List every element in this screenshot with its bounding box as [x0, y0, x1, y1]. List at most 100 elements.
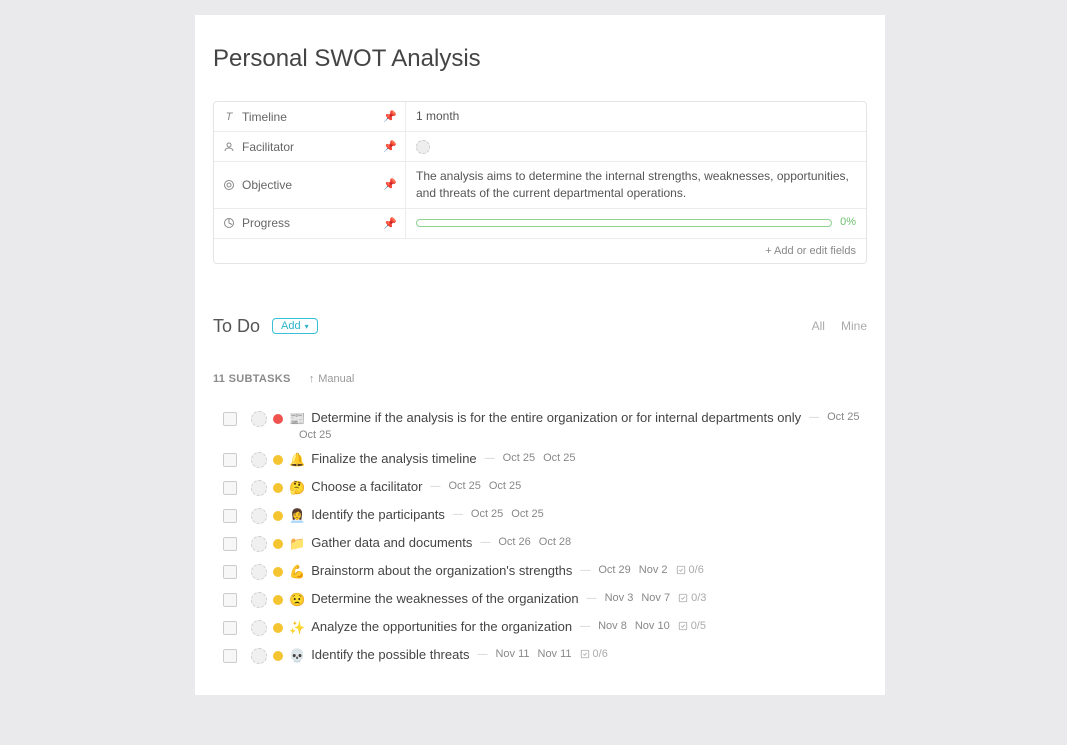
- task-end-date[interactable]: Nov 2: [639, 564, 668, 576]
- task-end-date[interactable]: Oct 28: [539, 536, 571, 548]
- task-checkbox[interactable]: [223, 621, 237, 635]
- chevron-down-icon: ▾: [305, 322, 309, 331]
- task-end-date[interactable]: Oct 25: [543, 452, 575, 464]
- task-start-date[interactable]: Oct 29: [598, 564, 630, 576]
- priority-dot[interactable]: [273, 483, 283, 493]
- field-value[interactable]: [406, 132, 866, 161]
- pin-icon[interactable]: 📌: [383, 178, 397, 191]
- task-checkbox[interactable]: [223, 509, 237, 523]
- assignee-avatar[interactable]: [251, 648, 267, 664]
- task-body: Analyze the opportunities for the organi…: [311, 619, 867, 634]
- sort-button[interactable]: ↑ Manual: [309, 373, 355, 385]
- task-row[interactable]: 🔔Finalize the analysis timeline—Oct 25Oc…: [213, 446, 867, 474]
- assignee-avatar[interactable]: [251, 564, 267, 580]
- task-title[interactable]: Identify the possible threats: [311, 647, 469, 662]
- priority-dot[interactable]: [273, 511, 283, 521]
- priority-dot[interactable]: [273, 595, 283, 605]
- field-label: Progress 📌: [214, 209, 406, 238]
- task-row[interactable]: 💀 Identify the possible threats — Nov 11 Nov…: [213, 642, 867, 670]
- task-body: Finalize the analysis timeline — Oct 25 Oct…: [311, 451, 867, 466]
- priority-dot[interactable]: [273, 651, 283, 661]
- priority-dot[interactable]: [273, 414, 283, 424]
- assignee-avatar[interactable]: [251, 620, 267, 636]
- subtask-count[interactable]: 0/6: [676, 564, 704, 576]
- task-start-date[interactable]: Nov 11: [495, 648, 529, 660]
- assignee-avatar[interactable]: [251, 536, 267, 552]
- task-checkbox[interactable]: [223, 453, 237, 467]
- task-title[interactable]: Analyze the opportunities for the organi…: [311, 619, 572, 634]
- filter-all[interactable]: All: [812, 319, 825, 333]
- pin-icon[interactable]: 📌: [383, 217, 397, 230]
- subtask-count[interactable]: 0/6: [580, 648, 608, 660]
- task-start-date[interactable]: Nov 8: [598, 620, 627, 632]
- separator: —: [485, 453, 495, 464]
- task-body: Determine if the analysis is for the ent…: [311, 410, 867, 425]
- task-checkbox[interactable]: [223, 412, 237, 426]
- task-start-date[interactable]: Oct 25: [827, 411, 859, 423]
- subtask-count[interactable]: 0/3: [678, 592, 706, 604]
- task-checkbox[interactable]: [223, 537, 237, 551]
- task-row[interactable]: 😟Determine the weaknesses of the organiz…: [213, 586, 867, 614]
- task-title[interactable]: Determine if the analysis is for the ent…: [311, 410, 801, 425]
- task-end-date[interactable]: Nov 10: [635, 620, 670, 632]
- progress-bar[interactable]: [416, 219, 832, 227]
- priority-dot[interactable]: [273, 539, 283, 549]
- task-checkbox[interactable]: [223, 593, 237, 607]
- field-label-text: Timeline: [242, 110, 287, 124]
- task-row[interactable]: ✨Analyze the opportunities for the organ…: [213, 614, 867, 642]
- add-edit-fields-link[interactable]: + Add or edit fields: [765, 245, 856, 257]
- task-end-date[interactable]: Oct 25: [299, 429, 331, 441]
- task-title[interactable]: Choose a facilitator: [311, 479, 422, 494]
- task-row[interactable]: 💪Brainstorm about the organization's str…: [213, 558, 867, 586]
- priority-dot[interactable]: [273, 623, 283, 633]
- task-end-date[interactable]: Nov 7: [641, 592, 670, 604]
- separator: —: [477, 649, 487, 660]
- field-value[interactable]: 1 month: [406, 102, 866, 131]
- separator: —: [453, 509, 463, 520]
- assignee-avatar[interactable]: [251, 480, 267, 496]
- task-start-date[interactable]: Oct 25: [503, 452, 535, 464]
- task-checkbox[interactable]: [223, 649, 237, 663]
- task-end-date[interactable]: Nov 11: [538, 648, 572, 660]
- task-end-date[interactable]: Oct 25: [511, 508, 543, 520]
- separator: —: [580, 565, 590, 576]
- task-emoji-icon: 💀: [289, 647, 305, 665]
- task-title[interactable]: Finalize the analysis timeline: [311, 451, 476, 466]
- task-title[interactable]: Determine the weaknesses of the organiza…: [311, 591, 578, 606]
- assignee-avatar[interactable]: [251, 508, 267, 524]
- task-start-date[interactable]: Nov 3: [605, 592, 634, 604]
- subtask-count[interactable]: 0/5: [678, 620, 706, 632]
- task-title[interactable]: Gather data and documents: [311, 535, 472, 550]
- separator: —: [480, 537, 490, 548]
- task-row[interactable]: 🤔Choose a facilitator—Oct 25Oct 25: [213, 474, 867, 502]
- task-start-date[interactable]: Oct 25: [448, 480, 480, 492]
- task-row[interactable]: 📁Gather data and documents—Oct 26Oct 28: [213, 530, 867, 558]
- task-row[interactable]: 👩‍💼 Identify the participants — Oct 25 Oct 2…: [213, 502, 867, 530]
- field-row-progress[interactable]: Progress 📌 0%: [214, 209, 866, 239]
- add-button[interactable]: Add ▾: [272, 318, 318, 334]
- task-end-date[interactable]: Oct 25: [489, 480, 521, 492]
- task-emoji-icon: 🤔: [289, 479, 305, 497]
- task-emoji-icon: 👩‍💼: [289, 507, 305, 525]
- field-row-timeline[interactable]: T Timeline 📌 1 month: [214, 102, 866, 132]
- field-value[interactable]: 0%: [406, 209, 866, 238]
- filter-mine[interactable]: Mine: [841, 319, 867, 333]
- task-title[interactable]: Identify the participants: [311, 507, 445, 522]
- task-checkbox[interactable]: [223, 481, 237, 495]
- assignee-avatar[interactable]: [251, 411, 267, 427]
- subtask-count-text: 0/3: [691, 592, 706, 604]
- subtasks-count: 11 SUBTASKS: [213, 373, 291, 385]
- assignee-avatar[interactable]: [251, 592, 267, 608]
- task-checkbox[interactable]: [223, 565, 237, 579]
- field-row-objective[interactable]: Objective 📌 The analysis aims to determi…: [214, 162, 866, 209]
- priority-dot[interactable]: [273, 455, 283, 465]
- priority-dot[interactable]: [273, 567, 283, 577]
- task-start-date[interactable]: Oct 25: [471, 508, 503, 520]
- task-start-date[interactable]: Oct 26: [498, 536, 530, 548]
- assignee-avatar[interactable]: [251, 452, 267, 468]
- field-value[interactable]: The analysis aims to determine the inter…: [406, 162, 866, 208]
- pin-icon[interactable]: 📌: [383, 140, 397, 153]
- field-row-facilitator[interactable]: Facilitator 📌: [214, 132, 866, 162]
- task-title[interactable]: Brainstorm about the organization's stre…: [311, 563, 572, 578]
- pin-icon[interactable]: 📌: [383, 110, 397, 123]
